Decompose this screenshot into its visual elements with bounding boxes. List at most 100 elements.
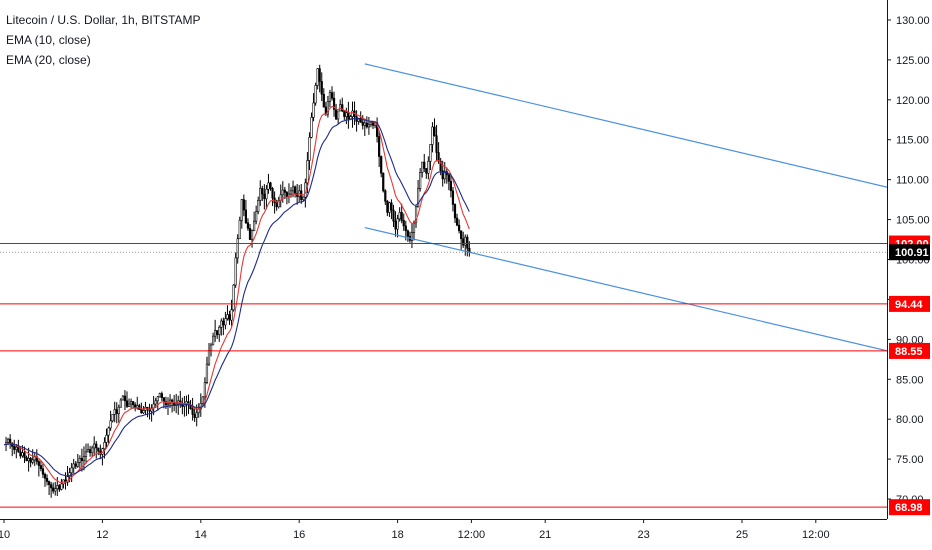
candle-body (130, 401, 133, 405)
channel-upper-line (364, 63, 907, 193)
candle-body (119, 399, 122, 408)
candle-body (281, 189, 284, 196)
candle-body (419, 172, 422, 189)
candle-body (347, 112, 350, 120)
candle-body (380, 156, 383, 174)
y-tick-label: 115.00 (896, 135, 929, 147)
candle-body (462, 238, 465, 246)
candle-body (29, 458, 32, 463)
candle-body (158, 393, 161, 398)
candle-body (345, 112, 348, 117)
candle-body (234, 257, 237, 286)
candle-body (220, 320, 223, 328)
candle-body (414, 206, 418, 224)
candle-body (70, 467, 73, 473)
candle-body (255, 211, 258, 222)
candle-body (21, 452, 24, 457)
candle-body (121, 395, 124, 401)
candle-body (107, 427, 110, 436)
candle-body (357, 117, 360, 122)
candle-body (433, 126, 436, 137)
candle-body (54, 488, 57, 492)
candle-body (396, 218, 399, 230)
candle-body (140, 409, 143, 414)
candle-body (82, 456, 86, 462)
candle-body (277, 200, 280, 208)
candle-body (89, 449, 92, 454)
x-tick-label: 18 (391, 529, 403, 541)
level-tag: 94.44 (895, 299, 923, 311)
candle-body (244, 209, 248, 224)
candle-body (209, 344, 213, 351)
level-tag-bg (889, 499, 930, 516)
candle-body (154, 400, 157, 405)
candle-body (160, 393, 163, 398)
candle-body (388, 202, 391, 213)
candle-body (322, 93, 325, 108)
x-tick-label: 25 (736, 529, 748, 541)
candle-body (289, 190, 293, 195)
candle-body (109, 420, 112, 429)
current-price-tag-bg (889, 244, 930, 261)
candle-body (285, 192, 289, 197)
candle-body (443, 171, 446, 180)
candle-body (250, 230, 254, 240)
chart-legend: Litecoin / U.S. Dollar, 1h, BITSTAMP EMA… (6, 10, 201, 70)
candle-body (242, 199, 245, 211)
candle-body (33, 456, 36, 461)
candle-body (43, 473, 47, 479)
candle-body (191, 408, 194, 415)
legend-ema20[interactable]: EMA (20, close) (6, 53, 91, 67)
candle-body (293, 186, 297, 194)
candle-body (19, 451, 22, 457)
candle-body (386, 200, 389, 213)
candle-body (359, 117, 362, 123)
candle-body (199, 402, 202, 410)
candle-body (78, 458, 81, 463)
candle-body (435, 135, 438, 153)
candle-body (195, 412, 198, 418)
candle-body (466, 236, 469, 249)
candle-body (113, 409, 116, 415)
candle-body (66, 476, 69, 483)
legend-ema10[interactable]: EMA (10, close) (6, 33, 91, 47)
candle-body (228, 314, 231, 321)
candle-body (320, 81, 323, 95)
candle-body (460, 230, 463, 240)
horizontal-levels[interactable] (0, 243, 887, 508)
candle-body (212, 335, 215, 346)
legend-symbol[interactable]: Litecoin / U.S. Dollar, 1h, BITSTAMP (6, 13, 201, 27)
candle-body (232, 284, 235, 311)
candle-body (341, 104, 344, 112)
candle-body (259, 188, 262, 201)
candle-body (449, 180, 453, 192)
candle-body (37, 461, 40, 466)
candle-body (330, 92, 334, 99)
candle-body (363, 122, 366, 126)
candle-body (382, 172, 385, 192)
candle-body (253, 220, 256, 232)
channel-trendlines[interactable] (364, 63, 907, 356)
candle-body (238, 220, 241, 240)
candle-body (47, 481, 51, 485)
candle-body (431, 126, 434, 145)
candle-body (257, 200, 260, 212)
y-tick-label: 130.00 (896, 15, 930, 27)
candle-body (263, 193, 266, 200)
candle-body (111, 414, 114, 422)
candle-body (447, 174, 450, 182)
candle-body (127, 403, 131, 407)
candle-body (246, 222, 250, 229)
candle-body (230, 309, 233, 321)
ema-lines (3, 105, 470, 484)
candle-body (261, 188, 264, 195)
x-tick-label: 14 (195, 529, 207, 541)
candle-body (226, 314, 229, 319)
candle-body (84, 451, 88, 458)
candle-body (400, 212, 403, 221)
candle-body (214, 330, 217, 337)
candle-body (312, 102, 315, 118)
candle-body (236, 238, 239, 259)
candle-body (224, 318, 227, 326)
